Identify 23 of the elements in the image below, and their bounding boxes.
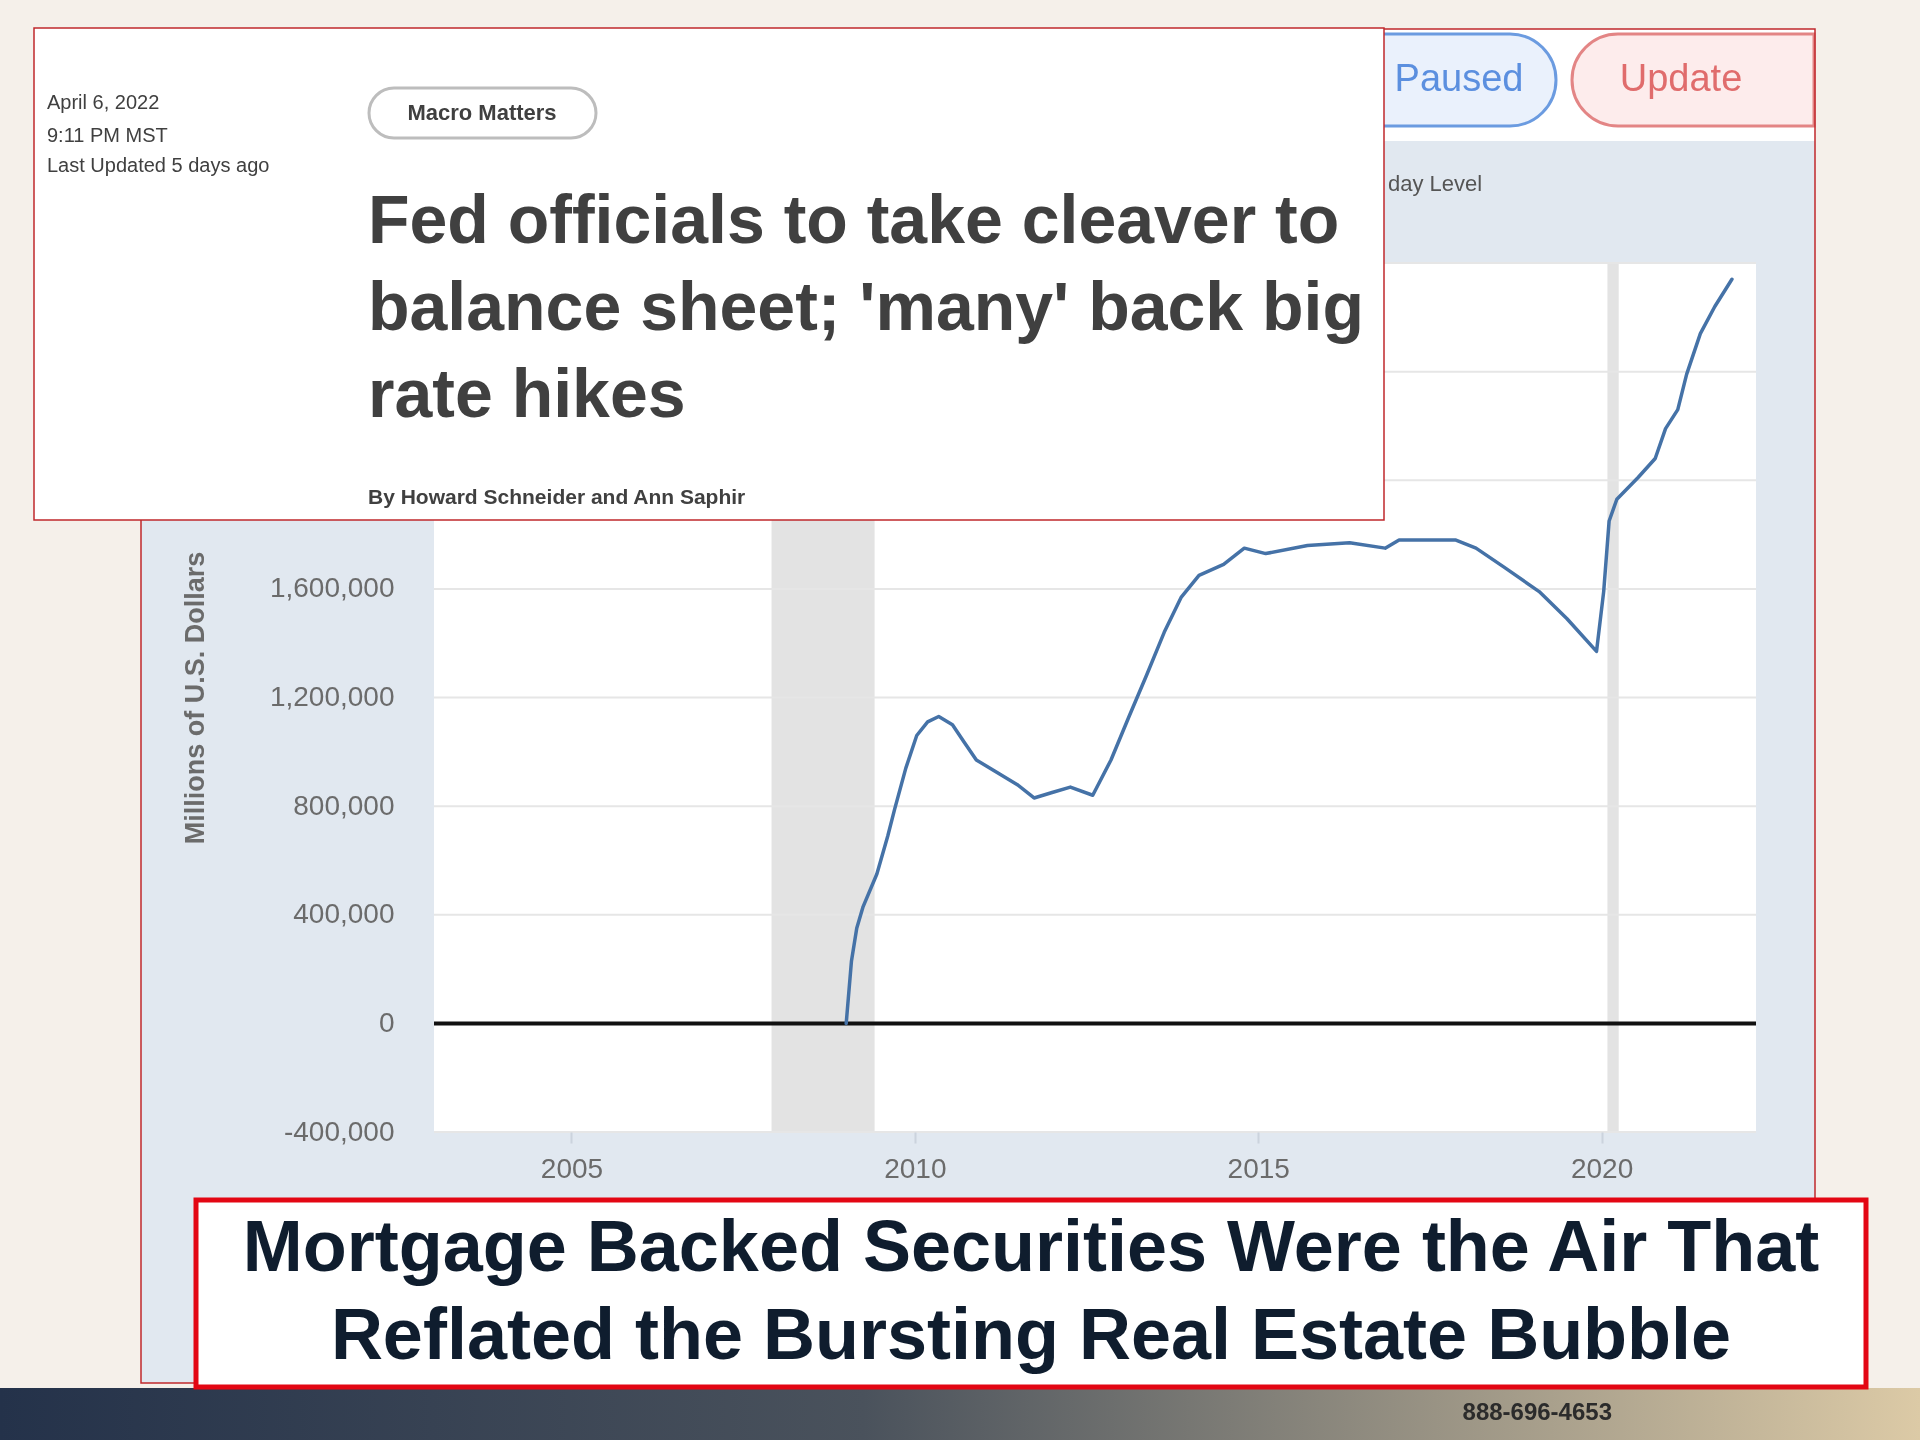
y-tick-label: 800,000 [293, 789, 395, 821]
text: Paused [1394, 57, 1524, 99]
x-tick-label: 2010 [884, 1152, 947, 1184]
line-series [844, 277, 1734, 1026]
text: 9:11 PM MST [47, 124, 168, 146]
text: Update [1619, 57, 1743, 99]
text: day Level [1388, 171, 1483, 196]
y-tick-label: 0 [378, 1006, 395, 1038]
text: April 6, 2022 [47, 91, 160, 113]
y-tick-label: 1,200,000 [269, 681, 395, 712]
text: Mortgage Backed Securities Were the Air That Reflated the Bursting Real Estate Bubble [242, 1206, 1820, 1374]
text: Macro Matters [407, 100, 557, 125]
y-tick-label: -400,000 [283, 1115, 395, 1147]
y-tick-label: 400,000 [293, 898, 395, 930]
text: 888-696-4653 [1462, 1398, 1612, 1425]
y-axis-title: Millions of U.S. Dollars [179, 551, 210, 845]
x-tick-label: 2015 [1227, 1152, 1290, 1184]
x-tick-label: 2020 [1570, 1152, 1634, 1184]
y-tick-label: 1,600,000 [269, 572, 395, 604]
annotation: Fed officials to take cleaver to balance sheet; 'many' back big rate hikes [368, 181, 1365, 431]
text: Last Updated 5 days ago [47, 154, 270, 176]
x-tick-label: 2005 [540, 1152, 604, 1184]
annotation: By Howard Schneider and Ann Saphir [368, 485, 746, 508]
